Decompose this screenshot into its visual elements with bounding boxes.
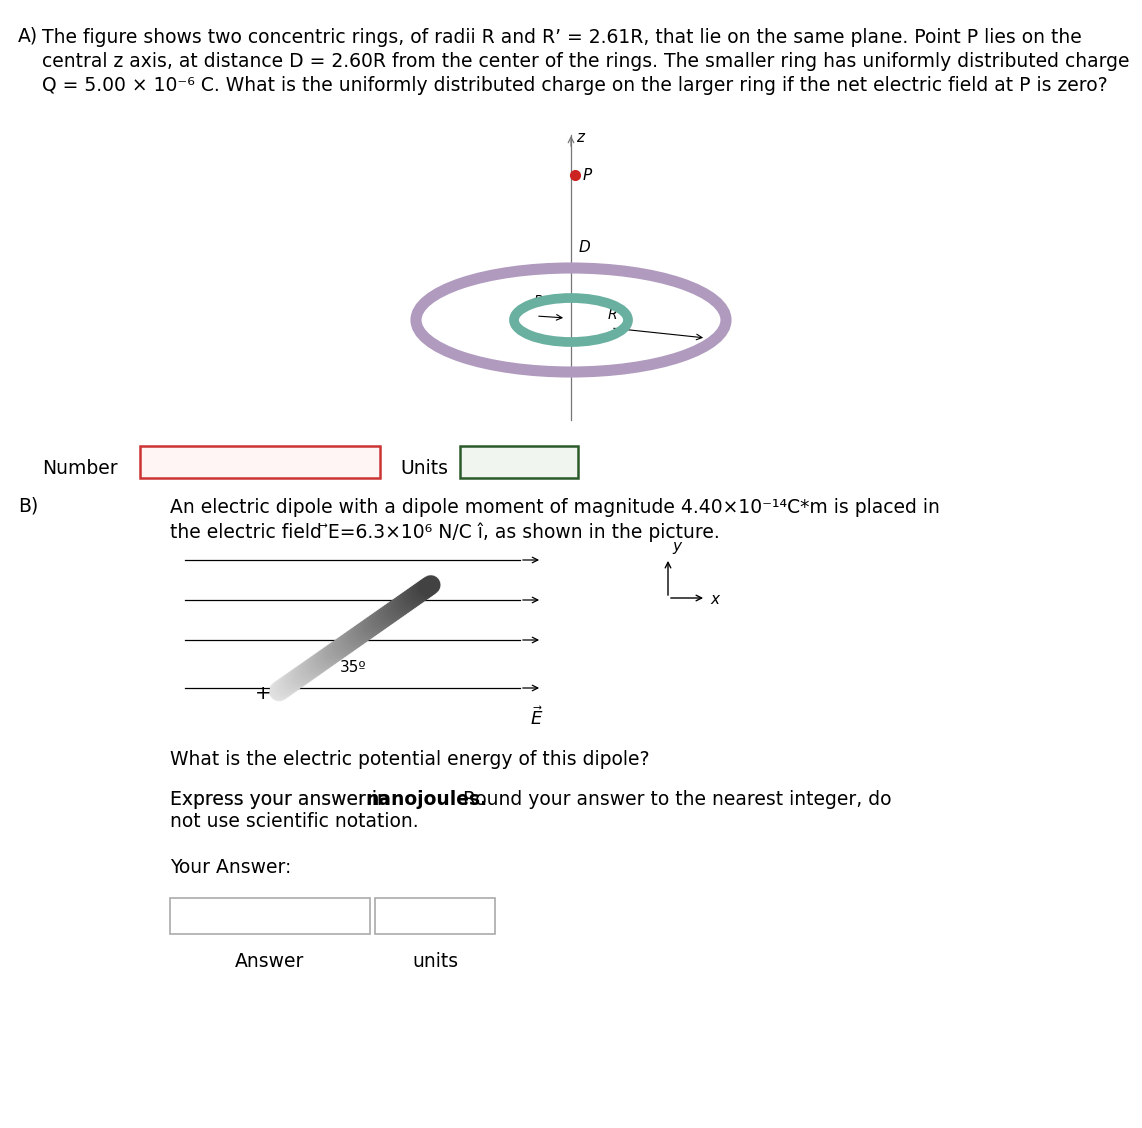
Text: Q = 5.00 × 10⁻⁶ C. What is the uniformly distributed charge on the larger ring i: Q = 5.00 × 10⁻⁶ C. What is the uniformly… bbox=[42, 76, 1108, 95]
Text: Round your answer to the nearest integer, do: Round your answer to the nearest integer… bbox=[451, 790, 892, 809]
Text: Number: Number bbox=[42, 458, 118, 477]
Text: Express your answer in: Express your answer in bbox=[170, 790, 395, 809]
Bar bbox=[375, 898, 494, 934]
Text: An electric dipole with a dipole moment of magnitude 4.40×10⁻¹⁴C*m is placed in: An electric dipole with a dipole moment … bbox=[170, 497, 940, 517]
Text: Express your answer in ​: Express your answer in ​ bbox=[170, 790, 395, 809]
Text: A): A) bbox=[18, 26, 38, 45]
Text: central z axis, at distance D = 2.60R from the center of the rings. The smaller : central z axis, at distance D = 2.60R fr… bbox=[42, 52, 1129, 71]
Text: z: z bbox=[576, 130, 584, 144]
Text: nanojoules.: nanojoules. bbox=[365, 790, 488, 809]
Text: What is the electric potential energy of this dipole?: What is the electric potential energy of… bbox=[170, 750, 650, 769]
Text: Express your answer in: Express your answer in bbox=[170, 790, 395, 809]
Bar bbox=[140, 446, 380, 478]
Text: R: R bbox=[534, 294, 544, 308]
Text: the electric field ⃗E=6.3×10⁶ N/C î, as shown in the picture.: the electric field ⃗E=6.3×10⁶ N/C î, as … bbox=[170, 522, 719, 541]
Text: not use scientific notation.: not use scientific notation. bbox=[170, 812, 419, 831]
Text: y: y bbox=[671, 539, 681, 554]
Text: x: x bbox=[710, 591, 719, 607]
Text: B): B) bbox=[18, 496, 38, 515]
Text: ∨: ∨ bbox=[556, 462, 566, 477]
Text: Your Answer:: Your Answer: bbox=[170, 858, 291, 876]
Text: R': R' bbox=[608, 308, 621, 321]
Bar bbox=[460, 446, 578, 478]
Text: −: − bbox=[421, 575, 433, 589]
Text: P: P bbox=[584, 168, 593, 184]
Text: units: units bbox=[412, 952, 458, 971]
Text: $\vec{E}$: $\vec{E}$ bbox=[530, 706, 544, 729]
Text: The figure shows two concentric rings, of radii R and R’ = 2.61R, that lie on th: The figure shows two concentric rings, o… bbox=[42, 28, 1081, 47]
Text: 35º: 35º bbox=[340, 660, 367, 675]
Text: D: D bbox=[579, 239, 590, 255]
Text: Answer: Answer bbox=[235, 952, 305, 971]
Text: Units: Units bbox=[400, 458, 448, 477]
Text: +: + bbox=[255, 684, 272, 703]
Bar bbox=[170, 898, 370, 934]
Text: C: C bbox=[471, 458, 483, 477]
